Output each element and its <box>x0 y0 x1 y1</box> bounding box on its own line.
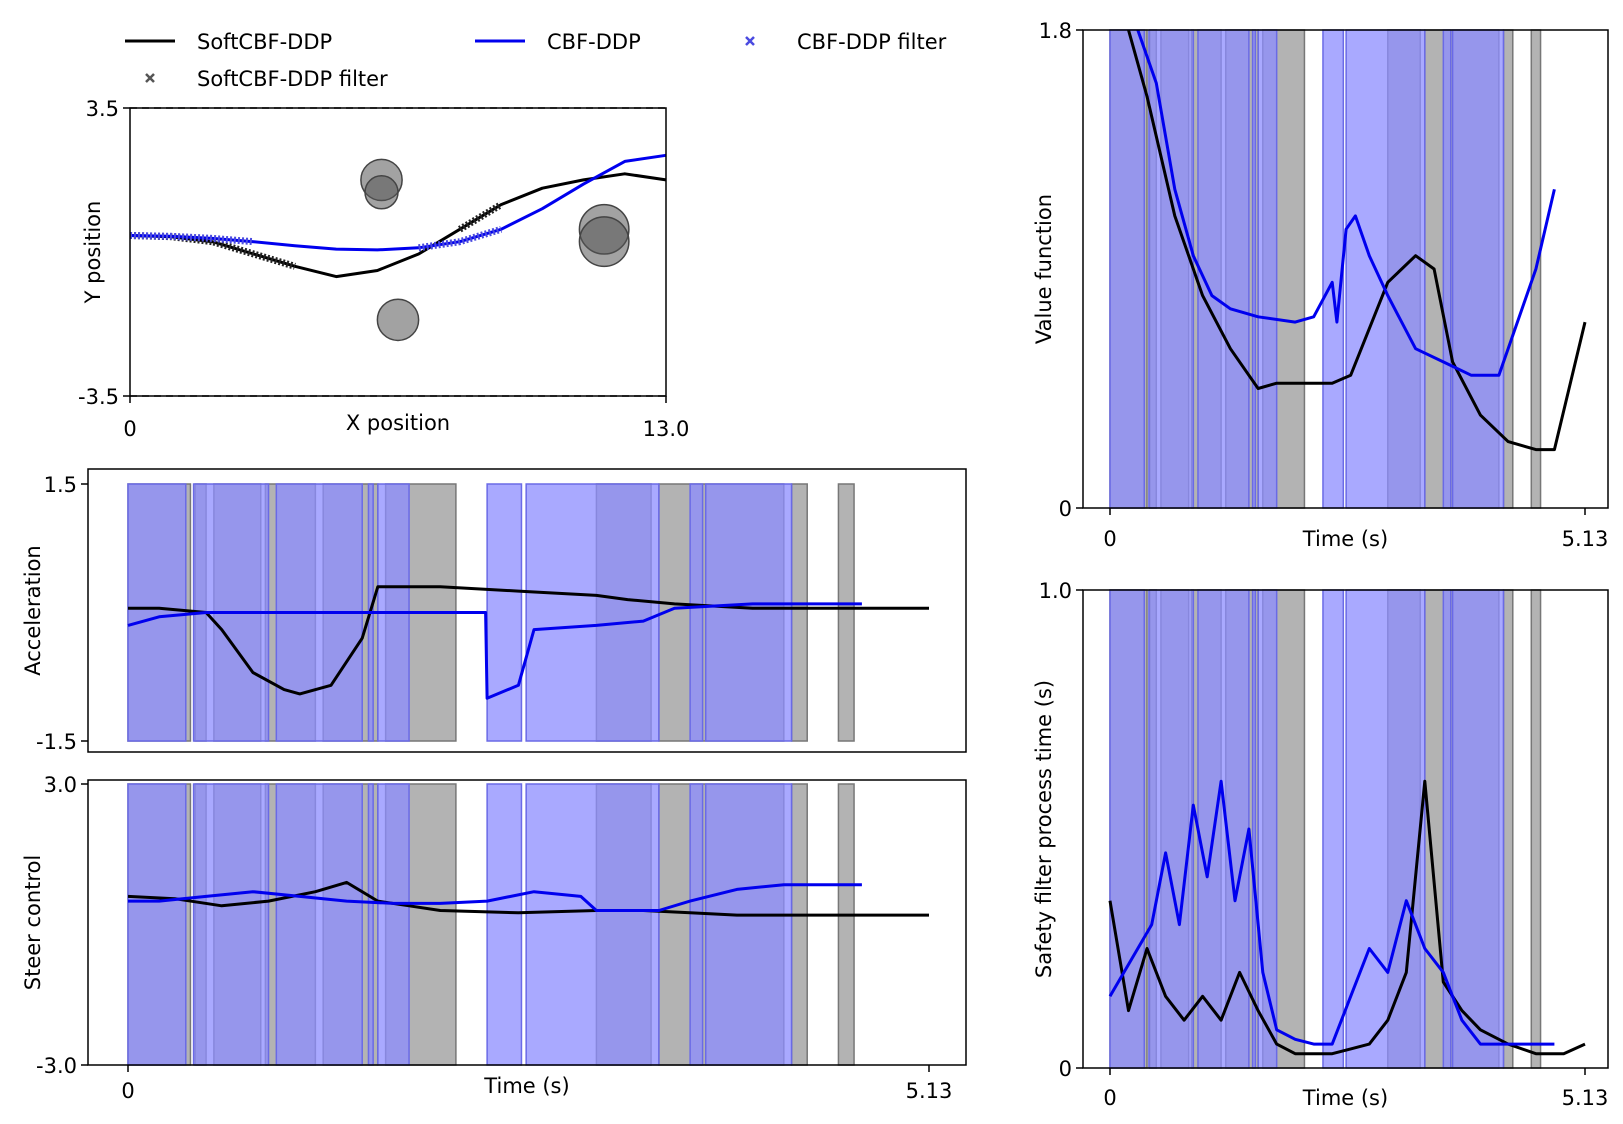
steer-ytick-label: -3.0 <box>36 1054 77 1078</box>
filter-marker-run <box>129 232 254 246</box>
acceleration-frame <box>87 468 967 753</box>
softcbf-ddp-line-process_time <box>1108 779 1586 1056</box>
trajectory-ytick-label: -3.5 <box>78 385 119 409</box>
value-ylabel: Value function <box>1032 194 1056 344</box>
cbf-active-band <box>1345 589 1426 1069</box>
cbf-active-band <box>525 483 660 742</box>
legend-label: CBF-DDP <box>547 30 641 54</box>
cbf-active-band <box>689 483 704 742</box>
trajectory-frame <box>129 107 667 397</box>
legend-label: CBF-DDP filter <box>797 30 947 54</box>
cbf-active-band <box>1451 589 1505 1069</box>
process_time-xtick-label: 5.13 <box>1562 1086 1609 1110</box>
softcbf-active-band <box>790 783 808 1066</box>
value-ytick-label: 0 <box>1059 497 1072 521</box>
acceleration-ytick-label: -1.5 <box>36 730 77 754</box>
value-xtick-label: 0 <box>1103 527 1116 551</box>
cbf-active-band <box>367 783 374 1066</box>
softcbf-active-band <box>1530 589 1542 1069</box>
softcbf-active-band <box>1502 29 1514 509</box>
cbf-ddp-line-process_time <box>1108 779 1555 1046</box>
trajectory-xtick-label: 0 <box>123 417 136 441</box>
cbf-active-band <box>1109 29 1146 509</box>
trajectory-ytick-label: 3.5 <box>86 97 119 121</box>
value-xtick-label: 5.13 <box>1562 527 1609 551</box>
cbf-active-band <box>127 483 187 742</box>
steer-xtick-label: 5.13 <box>906 1079 953 1103</box>
acceleration-ylabel: Acceleration <box>21 545 45 676</box>
steer-xtick-label: 0 <box>121 1079 134 1103</box>
legend-label: SoftCBF-DDP <box>197 30 332 54</box>
cbf-active-band <box>1322 29 1345 509</box>
filter-marker-run <box>458 201 503 233</box>
value-ytick-label: 1.8 <box>1039 19 1072 43</box>
steer-ytick-label: 3.0 <box>44 773 77 797</box>
cbf-active-band <box>1322 589 1345 1069</box>
cbf-active-band <box>1197 589 1250 1069</box>
steer-xlabel: Time (s) <box>483 1074 569 1098</box>
softcbf-active-band <box>790 483 808 742</box>
trajectory-xtick-label: 13.0 <box>643 417 690 441</box>
cbf-active-band <box>377 783 410 1066</box>
cbf-active-band <box>486 483 523 742</box>
legend-marker-swatch <box>145 73 155 83</box>
process_time-ytick-label: 0 <box>1059 1057 1072 1081</box>
trajectory-xlabel: X position <box>346 411 450 435</box>
cbf-active-band <box>1257 29 1278 509</box>
process_time-ylabel: Safety filter process time (s) <box>1032 680 1056 978</box>
cbf-active-band <box>1442 29 1452 509</box>
cbf-active-band <box>1251 29 1257 509</box>
cbf-active-band <box>704 783 793 1066</box>
cbf-active-band <box>1442 589 1452 1069</box>
cbf-active-band <box>1148 589 1195 1069</box>
cbf-active-band <box>689 783 704 1066</box>
softcbf-ddp-line-value <box>1127 29 1587 452</box>
process_time-ytick-label: 1.0 <box>1039 579 1072 603</box>
cbf-ddp-line-steer <box>128 883 862 912</box>
cbf-active-band <box>1251 589 1257 1069</box>
cbf-active-band <box>704 483 793 742</box>
softcbf-active-band <box>837 483 855 742</box>
process_time-frame <box>1082 589 1609 1069</box>
trajectory-ylabel: Y position <box>81 201 105 305</box>
cbf-ddp-line-value <box>1136 29 1556 377</box>
process_time-xtick-label: 0 <box>1103 1086 1116 1110</box>
softcbf-active-band <box>837 783 855 1066</box>
cbf-active-band <box>486 783 523 1066</box>
obstacle <box>578 216 630 268</box>
softcbf-ddp-line-steer <box>127 880 929 917</box>
softcbf-active-band <box>1502 589 1514 1069</box>
obstacle <box>376 298 420 342</box>
cbf-active-band <box>192 783 270 1066</box>
legend-marker-swatch <box>745 36 755 46</box>
cbf-active-band <box>1148 29 1195 509</box>
legend-label: SoftCBF-DDP filter <box>197 67 388 91</box>
obstacle <box>364 175 399 210</box>
value-xlabel: Time (s) <box>1302 527 1388 551</box>
steer-frame <box>87 779 967 1066</box>
cbf-active-band <box>1345 29 1426 509</box>
filter-marker-run <box>418 225 503 252</box>
filter-marker-run <box>129 232 296 270</box>
process_time-xlabel: Time (s) <box>1302 1086 1388 1110</box>
cbf-active-band <box>127 783 187 1066</box>
cbf-active-band <box>1197 29 1250 509</box>
cbf-active-band <box>1451 29 1505 509</box>
value-frame <box>1082 29 1609 509</box>
cbf-active-band <box>525 783 660 1066</box>
acceleration-ytick-label: 1.5 <box>44 473 77 497</box>
cbf-active-band <box>275 783 363 1066</box>
steer-ylabel: Steer control <box>21 855 45 991</box>
cbf-ddp-line-acceleration <box>127 602 862 700</box>
